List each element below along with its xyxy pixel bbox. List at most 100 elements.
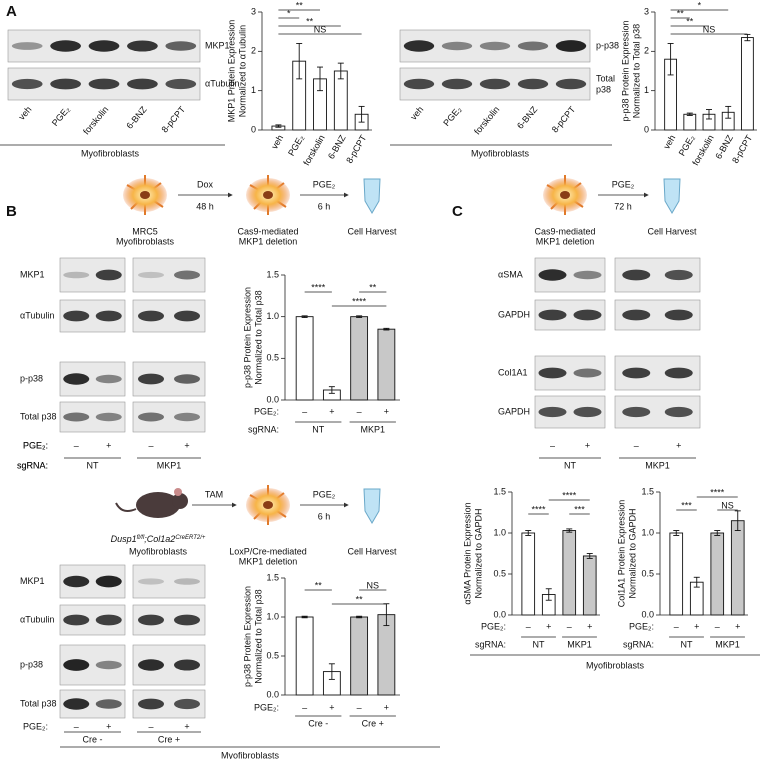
arrow-label: PGE₂ bbox=[313, 489, 336, 499]
x-tick-label: + bbox=[384, 406, 389, 416]
blot-band bbox=[403, 40, 435, 52]
bar bbox=[295, 616, 314, 696]
group-label: NT bbox=[681, 639, 693, 649]
lane-label: PGE₂ bbox=[441, 104, 463, 128]
blot-band bbox=[63, 575, 90, 588]
cell-icon bbox=[123, 175, 167, 215]
node-label: Cell Harvest bbox=[647, 226, 697, 236]
x-tick-label: veh bbox=[661, 133, 677, 151]
row-label: p38 bbox=[596, 84, 611, 94]
group-label: NT bbox=[87, 460, 99, 470]
significance-label: * bbox=[698, 0, 702, 10]
error-bar bbox=[275, 124, 282, 128]
x-tick-label: + bbox=[329, 702, 334, 712]
error-bar bbox=[358, 105, 365, 123]
node-label: Cas9-mediated bbox=[237, 226, 298, 236]
blot-band bbox=[573, 368, 602, 378]
y-tick-label: 3 bbox=[251, 6, 256, 16]
lane-label: forskolin bbox=[472, 104, 501, 136]
blot-band bbox=[573, 406, 602, 418]
sign-label: – bbox=[74, 440, 79, 450]
error-bar bbox=[301, 315, 308, 318]
blot-band bbox=[664, 309, 693, 321]
nucleus bbox=[263, 191, 273, 199]
blot-band bbox=[138, 698, 164, 710]
blot-band bbox=[11, 42, 43, 50]
y-tick-label: 0.0 bbox=[641, 609, 654, 619]
lane-label: PGE₂ bbox=[50, 104, 72, 128]
row-label: PGE₂: bbox=[23, 440, 48, 450]
row-label: GAPDH bbox=[498, 309, 530, 319]
y-tick-label: 1.0 bbox=[266, 611, 279, 621]
row-label: Total bbox=[596, 73, 615, 83]
y-tick-label: 0.5 bbox=[266, 353, 279, 363]
significance-label: ** bbox=[369, 282, 377, 292]
group-label: Cre + bbox=[158, 734, 180, 744]
y-tick-label: 0.0 bbox=[266, 689, 279, 699]
lane-label: forskolin bbox=[81, 104, 110, 136]
y-tick-label: 1.5 bbox=[493, 486, 506, 496]
group-label: NT bbox=[312, 424, 324, 434]
x-tick-label: – bbox=[302, 702, 307, 712]
y-axis-title: Normalized to Total p38 bbox=[253, 589, 263, 683]
mouse-ear bbox=[174, 488, 182, 496]
blot-band bbox=[63, 614, 90, 626]
blot-band bbox=[63, 412, 90, 422]
blot-band bbox=[174, 270, 200, 280]
blot-band bbox=[138, 271, 164, 279]
significance-label: NS bbox=[703, 24, 716, 34]
blot-band bbox=[573, 270, 602, 280]
error-bar bbox=[566, 528, 573, 533]
blot-band bbox=[555, 40, 587, 52]
x-tick-label: + bbox=[694, 621, 699, 631]
blot-band bbox=[174, 374, 200, 384]
sign-label: + bbox=[676, 440, 681, 450]
blot-band bbox=[174, 698, 200, 710]
group-label: Cre + bbox=[362, 718, 384, 728]
bar bbox=[295, 316, 314, 401]
y-axis-title: αSMA Protein Expression bbox=[462, 502, 472, 604]
group-label: Cre - bbox=[308, 718, 328, 728]
error-bar bbox=[693, 576, 700, 588]
sign-label: – bbox=[634, 440, 639, 450]
bar bbox=[521, 532, 536, 616]
row-label: PGE₂: bbox=[481, 621, 506, 631]
lane-label: 6-BNZ bbox=[515, 104, 540, 131]
x-tick-label: – bbox=[357, 406, 362, 416]
blot-band bbox=[573, 309, 602, 321]
x-tick-label: veh bbox=[269, 133, 285, 151]
error-bar bbox=[545, 588, 552, 601]
node-label: Cell Harvest bbox=[347, 226, 397, 236]
node-label: Cell Harvest bbox=[347, 546, 397, 556]
blot-band bbox=[174, 412, 200, 422]
y-tick-label: 0 bbox=[251, 124, 256, 134]
y-tick-label: 1.5 bbox=[641, 486, 654, 496]
y-axis-title: p-p38 Protein Expression bbox=[620, 20, 630, 121]
y-tick-label: 1.5 bbox=[266, 269, 279, 279]
blot-band bbox=[555, 78, 587, 90]
footer-label: Myofibroblasts bbox=[471, 148, 530, 158]
group-label: MKP1 bbox=[157, 460, 182, 470]
blot-band bbox=[165, 41, 197, 51]
bar bbox=[333, 70, 348, 131]
blot-band bbox=[174, 659, 200, 671]
y-axis-title: p-p38 Protein Expression bbox=[242, 287, 252, 388]
tube-icon bbox=[363, 178, 381, 214]
error-bar bbox=[667, 43, 674, 76]
significance-label: NS bbox=[366, 580, 379, 590]
error-bar bbox=[744, 33, 751, 42]
significance-label: *** bbox=[574, 504, 585, 514]
significance-label: *** bbox=[681, 500, 692, 510]
row-label: PGE₂: bbox=[254, 406, 279, 416]
row-label: MKP1 bbox=[20, 269, 45, 279]
bar bbox=[669, 532, 684, 616]
bar bbox=[350, 316, 369, 401]
blot-band bbox=[622, 406, 651, 418]
node-label: MKP1 deletion bbox=[536, 236, 595, 246]
blot-band bbox=[95, 575, 122, 588]
blot-band bbox=[95, 310, 122, 322]
arrow-label: 6 h bbox=[318, 511, 331, 521]
sign-label: – bbox=[148, 440, 153, 450]
cell-icon bbox=[246, 175, 290, 215]
significance-label: **** bbox=[531, 504, 546, 514]
